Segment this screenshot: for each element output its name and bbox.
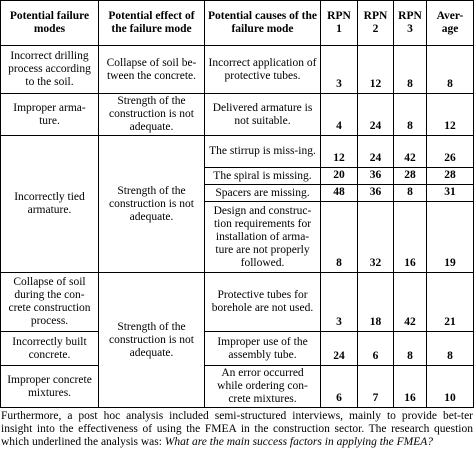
rpn-value: 3 xyxy=(320,272,358,332)
rpn-value: 36 xyxy=(357,184,394,202)
paragraph-italic: What are the main success factors in app… xyxy=(164,436,434,448)
failure-cause: Improper use of the assembly tube. xyxy=(204,331,321,366)
average-value: 12 xyxy=(426,93,474,136)
average-value: 8 xyxy=(426,45,474,94)
rpn-value: 6 xyxy=(357,331,394,366)
failure-cause: Delivered armature is not suitable. xyxy=(204,93,321,136)
table-row: Incorrect drilling process according to … xyxy=(0,45,474,94)
rpn-value: 18 xyxy=(357,272,394,332)
failure-mode: Improper arma-ture. xyxy=(0,93,99,136)
failure-cause: Spacers are missing. xyxy=(204,184,321,202)
table-body: Incorrect drilling process according to … xyxy=(0,45,474,408)
table-row: Incorrectly tied armature. Strength of th… xyxy=(0,135,474,273)
rpn-value: 4 xyxy=(320,93,358,136)
average-value: 26 xyxy=(426,135,474,168)
table-row: Design and construc-tion requirements fo… xyxy=(1,201,474,273)
table-row: Spacers are missing. 48 36 8 31 xyxy=(1,184,474,202)
failure-mode: Incorrect drilling process according to … xyxy=(0,45,99,94)
failure-cause: Protective tubes for borehole are not us… xyxy=(204,272,321,332)
average-value: 31 xyxy=(426,184,474,202)
header-cell: Potential causes of the failure mode xyxy=(204,0,321,46)
rpn-value: 8 xyxy=(320,201,358,273)
table-row: Incorrectly built concrete. Improper use … xyxy=(0,331,474,366)
rpn-value: 12 xyxy=(357,45,394,94)
header-row: Potential failure modes Potential effect … xyxy=(0,0,474,46)
table-row: The spiral is missing. 20 36 28 28 xyxy=(1,167,474,185)
failure-effect: Collapse of soil be-tween the concrete. xyxy=(98,45,205,94)
rpn-value: 3 xyxy=(320,45,358,94)
rpn-value: 24 xyxy=(320,331,358,366)
average-value: 8 xyxy=(426,331,474,366)
rpn-value: 8 xyxy=(393,93,427,136)
table-row: Collapse of soil during the con-crete co… xyxy=(0,272,474,408)
average-value: 21 xyxy=(426,272,474,332)
failure-mode: Incorrectly tied armature. xyxy=(0,135,99,273)
header-cell: Potential failure modes xyxy=(0,0,99,46)
average-value: 28 xyxy=(426,167,474,185)
rpn-value: 7 xyxy=(357,365,394,408)
failure-cause: An error occurred while ordering con-cre… xyxy=(204,365,321,408)
rpn-value: 36 xyxy=(357,167,394,185)
rpn-value: 20 xyxy=(320,167,358,185)
failure-cause: The spiral is missing. xyxy=(204,167,321,185)
rpn-value: 12 xyxy=(320,135,358,168)
rpn-value: 48 xyxy=(320,184,358,202)
rpn-value: 32 xyxy=(357,201,394,273)
failure-effect: Strength of the construction is not adeq… xyxy=(98,272,205,408)
header-cell: Aver-age xyxy=(426,0,474,46)
rpn-value: 42 xyxy=(393,135,427,168)
header-cell: Potential effect of the failure mode xyxy=(98,0,205,46)
rpn-value: 16 xyxy=(393,201,427,273)
rpn-value: 6 xyxy=(320,365,358,408)
header-cell: RPN 1 xyxy=(320,0,358,46)
table-row: Improper arma-ture. Strength of the const… xyxy=(0,93,474,136)
paragraph-text: Furthermore, a post hoc analysis include… xyxy=(1,410,473,448)
failure-effect: Strength of the construction is not adeq… xyxy=(98,135,205,273)
average-value: 19 xyxy=(426,201,474,273)
failure-mode: Incorrectly built concrete. xyxy=(0,331,99,366)
failure-mode: Collapse of soil during the con-crete co… xyxy=(0,272,99,332)
rpn-value: 8 xyxy=(393,184,427,202)
failure-cause: Incorrect application of protective tube… xyxy=(204,45,321,94)
failure-mode: Improper concrete mixtures. xyxy=(0,365,99,408)
failure-cause: The stirrup is miss-ing. xyxy=(204,135,321,168)
fmea-table: Potential failure modes Potential effect … xyxy=(0,0,474,408)
rpn-value: 24 xyxy=(357,93,394,136)
failure-effect: Strength of the construction is not adeq… xyxy=(98,93,205,136)
header-cell: RPN 3 xyxy=(393,0,427,46)
rpn-value: 42 xyxy=(393,272,427,332)
average-value: 10 xyxy=(426,365,474,408)
header-cell: RPN 2 xyxy=(357,0,394,46)
rpn-value: 8 xyxy=(393,331,427,366)
failure-cause: Design and construc-tion requirements fo… xyxy=(204,201,321,273)
rpn-value: 16 xyxy=(393,365,427,408)
rpn-value: 28 xyxy=(393,167,427,185)
rpn-value: 8 xyxy=(393,45,427,94)
paragraph: Furthermore, a post hoc analysis include… xyxy=(1,410,473,464)
rpn-value: 24 xyxy=(357,135,394,168)
table-row: Improper concrete mixtures. An error occu… xyxy=(0,365,474,408)
